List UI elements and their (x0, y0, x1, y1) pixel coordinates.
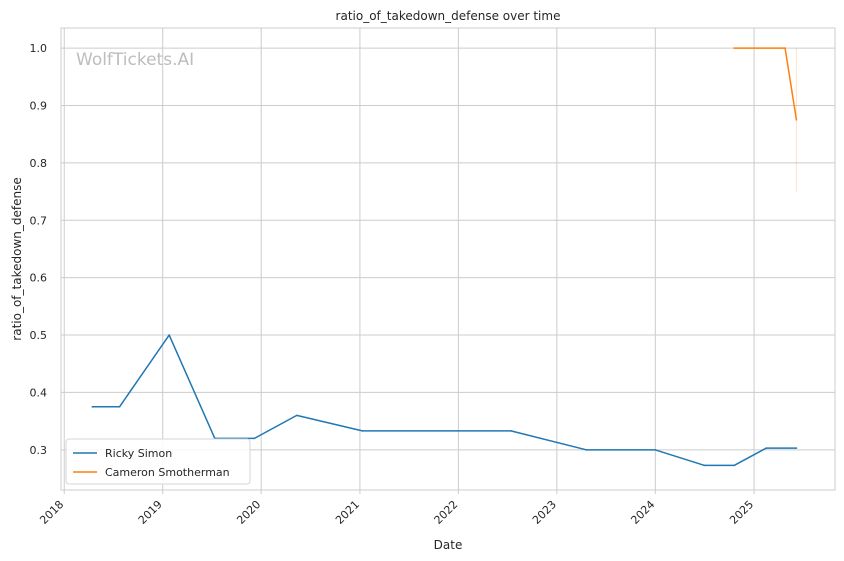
data-point-ricky-simon-8 (585, 449, 588, 451)
x-tick-label-2018: 2018 (37, 498, 66, 527)
data-point-ricky-simon-6 (361, 430, 364, 432)
data-point-ricky-simon-0 (91, 405, 94, 408)
y-tick-label-0.3: 0.3 (30, 444, 48, 457)
data-point-ricky-simon-7 (510, 430, 512, 432)
y-tick-label-0.9: 0.9 (30, 99, 48, 112)
x-tick-label-2021: 2021 (333, 498, 362, 527)
data-point-ricky-simon-4 (253, 437, 256, 440)
y-tick-label-1.0: 1.0 (30, 42, 48, 55)
data-point-ricky-simon-9 (654, 449, 656, 451)
x-axis-label: Date (434, 538, 463, 552)
data-point-ricky-simon-10 (703, 464, 705, 467)
x-tick-label-2025: 2025 (727, 498, 756, 527)
data-point-ricky-simon-11 (733, 464, 736, 467)
y-tick-label-0.5: 0.5 (30, 329, 48, 342)
data-point-cameron-smotherman-2 (795, 119, 798, 121)
data-point-cameron-smotherman-1 (784, 47, 786, 49)
grid (61, 28, 835, 490)
chart-title: ratio_of_takedown_defense over time (336, 9, 561, 23)
y-tick-label-0.6: 0.6 (30, 272, 48, 285)
series-line-ricky-simon (92, 334, 797, 467)
data-point-ricky-simon-5 (295, 414, 298, 417)
data-point-ricky-simon-2 (168, 334, 170, 336)
data-point-cameron-smotherman-0 (733, 47, 735, 49)
data-point-ricky-simon-1 (118, 405, 121, 408)
y-tick-label-0.8: 0.8 (30, 157, 48, 170)
watermark-text: WolfTickets.AI (76, 50, 194, 70)
plot-area (61, 28, 835, 490)
data-point-ricky-simon-13 (795, 447, 798, 449)
plot-frame (60, 27, 836, 491)
x-tick-label-2023: 2023 (530, 498, 559, 527)
x-tick-label-2020: 2020 (234, 498, 263, 527)
data-point-ricky-simon-12 (765, 447, 768, 449)
x-tick-label-2024: 2024 (628, 498, 657, 527)
legend-box (65, 438, 251, 485)
y-axis-label: ratio_of_takedown_defense (10, 177, 24, 340)
x-tick-label-2022: 2022 (432, 498, 461, 527)
legend-label-ricky-simon: Ricky Simon (105, 447, 172, 460)
x-tick-label-2019: 2019 (136, 498, 165, 527)
y-tick-label-0.4: 0.4 (30, 386, 48, 399)
legend: Ricky Simon Cameron Smotherman (65, 438, 251, 485)
y-tick-label-0.7: 0.7 (30, 214, 48, 227)
series-layer (91, 47, 798, 467)
legend-label-cameron-smotherman: Cameron Smotherman (105, 466, 230, 479)
